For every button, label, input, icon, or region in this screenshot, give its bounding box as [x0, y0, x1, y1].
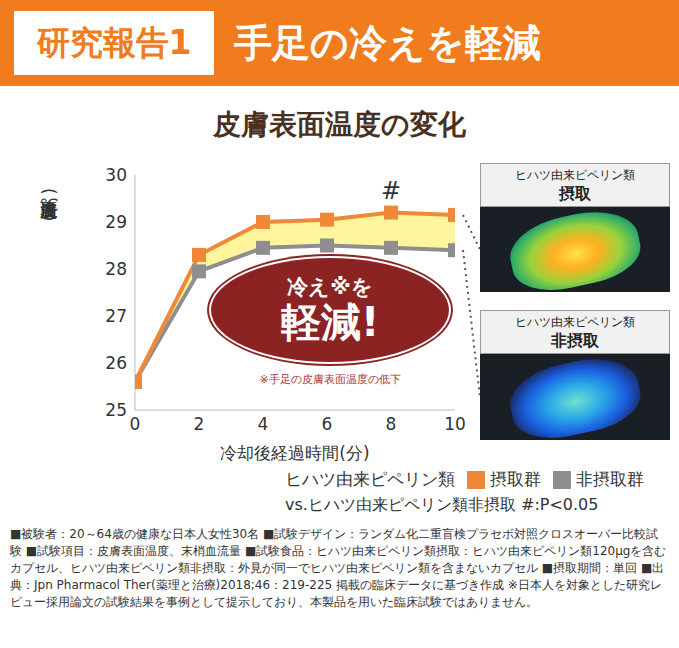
svg-text:25: 25 [105, 400, 127, 420]
svg-text:0: 0 [130, 414, 141, 434]
html-text:軽減!: 軽減! [280, 299, 380, 345]
html-text:摂取: 摂取 [559, 184, 591, 203]
svg-text:28: 28 [105, 259, 127, 279]
html-text:ヒハツ由来ピペリン類: ヒハツ由来ピペリン類 [515, 168, 635, 182]
svg-text:2: 2 [194, 414, 205, 434]
html-text:ヒハツ由来ピペリン類: ヒハツ由来ピペリン類 [515, 315, 635, 329]
svg-text:26: 26 [105, 353, 127, 373]
svg-text:6: 6 [322, 414, 333, 434]
html-text:ヒハツ由来ピペリン類: ヒハツ由来ピペリン類 [285, 469, 455, 489]
html-text:皮膚表面温度(℃): 皮膚表面温度(℃) [39, 188, 59, 222]
svg-text:#: # [381, 177, 401, 205]
html-text:研究報告1: 研究報告1 [36, 22, 192, 62]
html-text:vs.ヒハツ由来ピペリン類非摂取 #:P<0.05: vs.ヒハツ由来ピペリン類非摂取 #:P<0.05 [285, 495, 599, 514]
svg-text:30: 30 [105, 165, 127, 185]
svg-text:8: 8 [386, 414, 397, 434]
html-text:冷却後経過時間(分): 冷却後経過時間(分) [220, 443, 370, 463]
html-text:摂取群: 摂取群 [490, 469, 541, 489]
html-text:※手足の皮膚表面温度の低下: ※手足の皮膚表面温度の低下 [259, 373, 401, 386]
svg-text:10: 10 [444, 414, 466, 434]
html-text:冷え※を: 冷え※を [287, 275, 373, 299]
html-text:手足の冷えを軽減: 手足の冷えを軽減 [234, 21, 541, 65]
html-text:皮膚表面温度の変化: 皮膚表面温度の変化 [213, 108, 466, 141]
svg-text:29: 29 [105, 212, 127, 232]
html-text:■被験者：20～64歳の健康な日本人女性30名 ■試験デザイ: ■被験者：20～64歳の健康な日本人女性30名 ■試験デザイン：ランダム化二重盲… [10, 527, 667, 609]
svg-text:4: 4 [258, 414, 269, 434]
html-text:非摂取: 非摂取 [551, 331, 599, 350]
html-text:非摂取群: 非摂取群 [576, 469, 644, 489]
svg-text:27: 27 [105, 306, 127, 326]
